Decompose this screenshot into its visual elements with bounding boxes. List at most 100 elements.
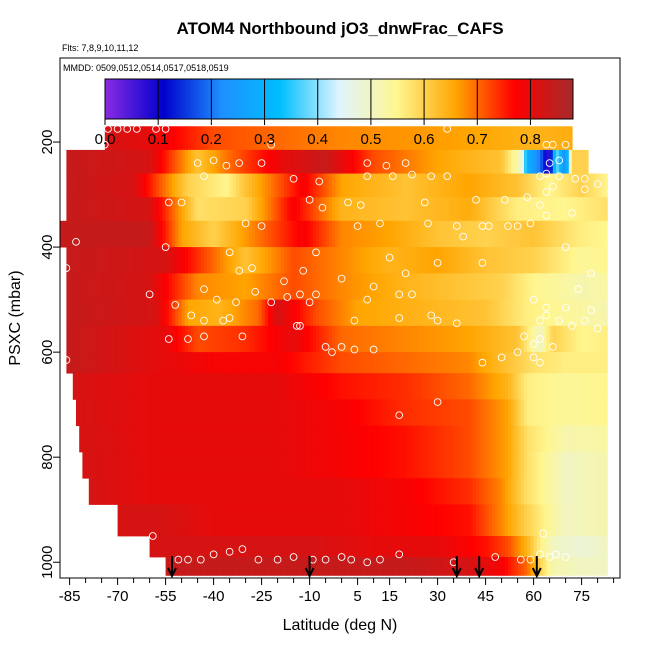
heatmap-cell-band-17 bbox=[309, 556, 314, 576]
heatmap-cell-band-2 bbox=[248, 173, 253, 198]
heatmap-cell-band-0 bbox=[450, 126, 455, 151]
heatmap-cell-band-1 bbox=[565, 149, 570, 174]
measurement-point bbox=[536, 335, 544, 343]
heatmap-cell-band-10 bbox=[415, 373, 419, 400]
heatmap-cell-band-9 bbox=[204, 352, 208, 374]
heatmap-cell-band-9 bbox=[508, 352, 512, 374]
heatmap-cell-band-17 bbox=[338, 556, 343, 576]
heatmap-cell-band-15 bbox=[568, 504, 573, 537]
heatmap-cell-band-3 bbox=[95, 197, 99, 222]
heatmap-cell-band-8 bbox=[229, 325, 234, 353]
heatmap-cell-band-2 bbox=[197, 173, 202, 198]
heatmap-cell-band-0 bbox=[149, 126, 154, 151]
heatmap-cell-band-5 bbox=[517, 247, 522, 274]
heatmap-cell-band-5 bbox=[335, 247, 339, 274]
heatmap-cell-band-8 bbox=[389, 325, 394, 353]
heatmap-cell-band-9 bbox=[220, 352, 224, 374]
heatmap-cell-band-7 bbox=[104, 299, 109, 327]
heatmap-cell-band-13 bbox=[530, 451, 535, 479]
heatmap-cell-band-14 bbox=[508, 478, 512, 505]
heatmap-cell-band-7 bbox=[482, 299, 487, 327]
heatmap-cell-band-10 bbox=[108, 373, 112, 400]
heatmap-cell-band-7 bbox=[168, 299, 173, 327]
heatmap-cell-band-2 bbox=[76, 173, 80, 198]
measurement-point bbox=[164, 335, 173, 343]
measurement-point bbox=[328, 348, 336, 356]
heatmap-cell-band-2 bbox=[380, 173, 384, 198]
heatmap-cell-band-14 bbox=[396, 478, 400, 505]
heatmap-cell-band-11 bbox=[392, 399, 397, 427]
heatmap-cell-band-17 bbox=[207, 556, 211, 576]
heatmap-cell-band-15 bbox=[213, 504, 218, 537]
heatmap-cell-band-0 bbox=[207, 126, 211, 151]
heatmap-cell-band-13 bbox=[495, 451, 499, 479]
heatmap-cell-band-5 bbox=[149, 247, 154, 274]
heatmap-cell-band-6 bbox=[540, 273, 544, 301]
heatmap-cell-band-15 bbox=[466, 504, 471, 537]
heatmap-cell-band-13 bbox=[380, 451, 384, 479]
heatmap-cell-band-0 bbox=[357, 126, 362, 151]
heatmap-cell-band-12 bbox=[316, 425, 320, 453]
heatmap-cell-band-3 bbox=[284, 197, 288, 222]
heatmap-cell-band-15 bbox=[274, 504, 279, 537]
heatmap-cell-band-10 bbox=[293, 373, 298, 400]
heatmap-cell-band-8 bbox=[309, 325, 314, 353]
measurement-point bbox=[232, 298, 240, 307]
heatmap-cell-band-12 bbox=[300, 425, 304, 453]
heatmap-cell-band-3 bbox=[66, 197, 71, 222]
heatmap-cell-band-1 bbox=[498, 149, 503, 174]
heatmap-cell-band-0 bbox=[492, 126, 496, 151]
heatmap-cell-band-9 bbox=[412, 352, 416, 374]
heatmap-cell-band-5 bbox=[69, 247, 74, 274]
heatmap-cell-band-11 bbox=[604, 399, 608, 427]
heatmap-cell-band-12 bbox=[514, 425, 519, 453]
heatmap-cell-band-5 bbox=[66, 247, 71, 274]
heatmap-cell-band-1 bbox=[133, 149, 138, 174]
heatmap-cell-band-4 bbox=[69, 220, 74, 248]
heatmap-cell-band-10 bbox=[383, 373, 387, 400]
heatmap-cell-band-5 bbox=[584, 247, 589, 274]
heatmap-cell-band-4 bbox=[562, 220, 567, 248]
heatmap-cell-band-0 bbox=[367, 126, 371, 151]
heatmap-cell-band-11 bbox=[306, 399, 311, 427]
heatmap-cell-band-12 bbox=[236, 425, 240, 453]
heatmap-cell-band-4 bbox=[168, 220, 173, 248]
heatmap-cell-band-5 bbox=[232, 247, 237, 274]
heatmap-cell-band-8 bbox=[248, 325, 253, 353]
heatmap-cell-band-0 bbox=[546, 126, 551, 151]
heatmap-cell-band-15 bbox=[255, 504, 259, 537]
heatmap-cell-band-15 bbox=[284, 504, 288, 537]
heatmap-cell-band-14 bbox=[328, 478, 333, 505]
heatmap-cell-band-7 bbox=[530, 299, 535, 327]
measurement-point bbox=[363, 159, 372, 167]
heatmap-cell-band-12 bbox=[581, 425, 586, 453]
heatmap-cell-band-8 bbox=[130, 325, 135, 353]
heatmap-cell-band-16 bbox=[335, 535, 339, 558]
heatmap-cell-band-16 bbox=[242, 535, 247, 558]
heatmap-cell-band-8 bbox=[277, 325, 282, 353]
heatmap-cell-band-17 bbox=[405, 556, 410, 576]
heatmap-cell-band-7 bbox=[172, 299, 176, 327]
heatmap-cell-band-1 bbox=[98, 149, 103, 174]
heatmap-cell-band-12 bbox=[549, 425, 554, 453]
heatmap-cell-band-8 bbox=[488, 325, 493, 353]
heatmap-cell-band-11 bbox=[511, 399, 515, 427]
heatmap-cell-band-11 bbox=[527, 399, 531, 427]
heatmap-cell-band-7 bbox=[117, 299, 122, 327]
heatmap-cell-band-12 bbox=[466, 425, 471, 453]
heatmap-cell-band-1 bbox=[309, 149, 314, 174]
heatmap-cell-band-7 bbox=[514, 299, 519, 327]
heatmap-cell-band-10 bbox=[312, 373, 317, 400]
heatmap-cell-band-9 bbox=[517, 352, 522, 374]
heatmap-cell-band-1 bbox=[578, 149, 583, 174]
heatmap-cell-band-1 bbox=[508, 149, 512, 174]
heatmap-cell-band-4 bbox=[514, 220, 519, 248]
heatmap-cell-band-12 bbox=[88, 425, 93, 453]
heatmap-cell-band-5 bbox=[565, 247, 570, 274]
heatmap-cell-band-6 bbox=[341, 273, 346, 301]
heatmap-cell-band-14 bbox=[360, 478, 365, 505]
heatmap-cell-band-12 bbox=[280, 425, 285, 453]
heatmap-cell-band-5 bbox=[316, 247, 320, 274]
heatmap-cell-band-16 bbox=[312, 535, 317, 558]
heatmap-cell-band-1 bbox=[405, 149, 410, 174]
